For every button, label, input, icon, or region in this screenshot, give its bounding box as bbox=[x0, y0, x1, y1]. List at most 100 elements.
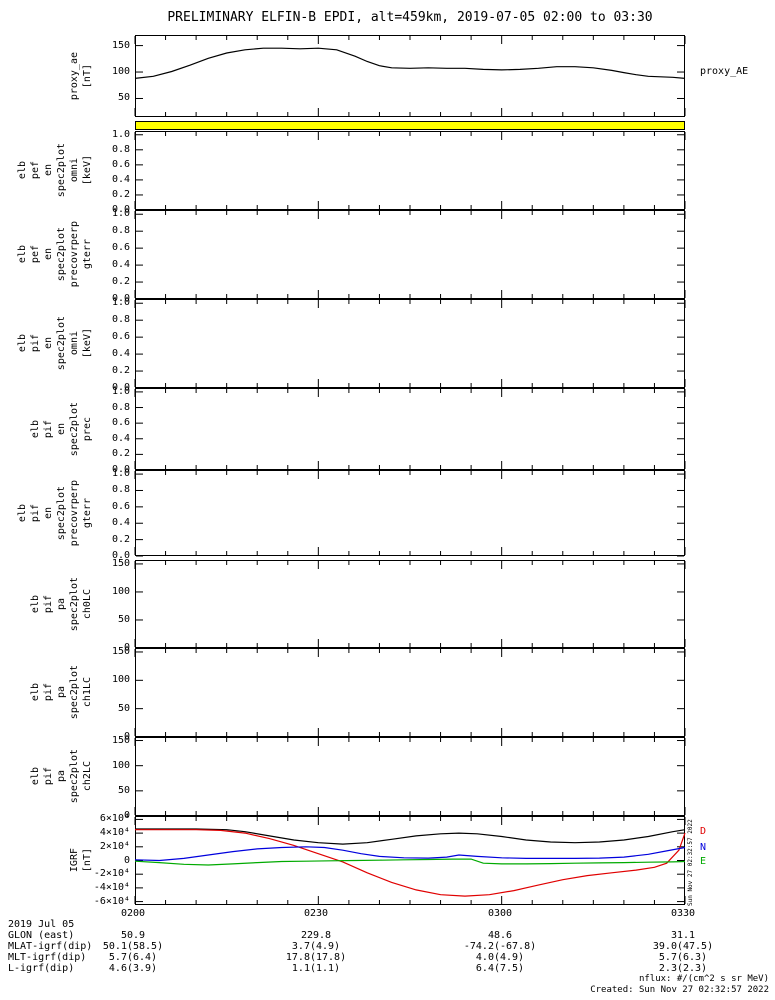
igrf-series-label-d: D bbox=[700, 826, 707, 837]
y-axis-title-line: spec2plot bbox=[69, 401, 80, 457]
created-timestamp: Created: Sun Nov 27 02:32:57 2022 bbox=[590, 985, 769, 995]
y-tick-label: 0.4 bbox=[111, 432, 130, 444]
y-axis-title-line: en bbox=[43, 506, 54, 520]
y-axis-title-line: en bbox=[43, 248, 54, 261]
y-axis-title-line: elb bbox=[17, 334, 28, 353]
y-axis-title-line: pif bbox=[43, 767, 54, 786]
panel-elb-pif-pa-spec2plot-ch2lc: 150 100 50 0 elb pif pa spec2plot ch2LC bbox=[30, 735, 686, 821]
proxy-ae-plot bbox=[134, 35, 686, 117]
y-tick-label: 0 bbox=[123, 810, 130, 821]
y-tick-label: 150 bbox=[111, 645, 130, 657]
y-tick-label: 0.6 bbox=[111, 417, 130, 429]
footer-value-glon-3: 48.6 bbox=[487, 930, 513, 941]
y-axis-title: elb pef en spec2plot precovrperp gterr bbox=[17, 210, 93, 299]
y-tick-label: 0.6 bbox=[111, 500, 130, 512]
y-tick-label: 0 bbox=[123, 642, 130, 653]
y-tick-label: 0.2 bbox=[111, 365, 130, 377]
y-tick-label: 0.2 bbox=[111, 188, 130, 200]
elb-pif-en-spec2plot-omni-plot bbox=[134, 299, 686, 389]
series-proxy_AE bbox=[134, 47, 686, 79]
series-B bbox=[135, 828, 686, 845]
y-axis-title-line: pif bbox=[43, 683, 54, 702]
panel-elb-pef-en-spec2plot-omni: 1.0 0.8 0.6 0.4 0.2 0.0 elb pef en spec2plot omni[… bbox=[17, 129, 686, 215]
footer-value-glon-1: 50.9 bbox=[120, 930, 146, 941]
panel-elb-pif-pa-spec2plot-ch0lc: 150 100 50 0 elb pif pa spec2plot ch0LC bbox=[30, 558, 686, 653]
y-tick-label: 150 bbox=[111, 39, 130, 51]
y-tick-label: 150 bbox=[111, 734, 130, 746]
y-axis-title-line: elb bbox=[17, 245, 28, 264]
y-tick-label: 100 bbox=[111, 585, 130, 597]
y-axis-title-line: IGRF bbox=[69, 848, 80, 873]
y-tick-label: 0.8 bbox=[111, 314, 130, 326]
footer-row-label-glon: GLON (east) bbox=[8, 930, 75, 941]
series-E bbox=[134, 858, 686, 866]
y-tick-label: 150 bbox=[111, 557, 130, 569]
igrf-plot bbox=[134, 816, 686, 905]
y-axis-title-line: [keV] bbox=[82, 328, 93, 359]
y-axis-title-line: proxy_ae bbox=[69, 51, 80, 101]
y-axis-title-line: en bbox=[43, 337, 54, 350]
footer-value-mlt-3: 4.0(4.9) bbox=[475, 952, 525, 963]
y-tick-label: 0.8 bbox=[111, 484, 130, 496]
footer-row-label-mlat: MLAT-igrf(dip) bbox=[8, 941, 93, 952]
y-tick-label: 100 bbox=[111, 674, 130, 686]
footer-value-glon-2: 229.8 bbox=[300, 930, 332, 941]
y-axis-title-line: elb bbox=[30, 767, 41, 786]
y-axis-title-line: [nT] bbox=[82, 848, 93, 873]
series-D bbox=[135, 829, 686, 897]
footer-value-l-2: 1.1(1.1) bbox=[291, 963, 341, 974]
y-axis-title-line: elb bbox=[30, 594, 41, 614]
y-axis-title-line: elb bbox=[30, 419, 41, 439]
elb-pef-en-spec2plot-omni-plot bbox=[134, 131, 686, 211]
y-tick-label: -6×10⁴ bbox=[93, 895, 130, 907]
y-axis-title-line: ch1LC bbox=[82, 677, 93, 708]
y-axis-title: elb pif en spec2plot precovrperp gterr bbox=[17, 470, 93, 556]
y-tick-label: 50 bbox=[117, 784, 130, 796]
y-tick-label: 1.0 bbox=[111, 385, 130, 397]
y-tick-label: 6×10⁴ bbox=[99, 813, 130, 825]
y-tick-label: 50 bbox=[117, 92, 130, 104]
y-tick-label: 1.0 bbox=[111, 297, 130, 309]
y-tick-label: -4×10⁴ bbox=[93, 881, 130, 893]
y-axis-title-line: pif bbox=[43, 594, 54, 614]
y-tick-label: 0.4 bbox=[111, 259, 130, 271]
y-tick-label: 0.6 bbox=[111, 158, 130, 170]
y-axis-title-line: spec2plot bbox=[56, 227, 67, 282]
panel-frame bbox=[135, 470, 685, 556]
y-axis-title-line: pif bbox=[30, 503, 41, 523]
y-tick-label: 0 bbox=[123, 731, 130, 742]
x-tick-label-0200: 0200 bbox=[120, 908, 146, 919]
panel-frame bbox=[135, 388, 685, 470]
x-tick-label-0300: 0300 bbox=[487, 908, 513, 919]
y-tick-label: 0.8 bbox=[111, 225, 130, 237]
y-tick-label: 0.4 bbox=[111, 348, 130, 360]
panel-igrf: 6×10⁴ 4×10⁴ 2×10⁴ 0 -2×10⁴ -4×10⁴ -6×10⁴ IGRF [n… bbox=[69, 813, 686, 907]
panel-elb-pif-pa-spec2plot-ch1lc: 150 100 50 0 elb pif pa spec2plot ch1LC bbox=[30, 646, 686, 742]
y-axis-title-line: pef bbox=[30, 161, 41, 180]
elb-pif-pa-spec2plot-ch0LC-plot bbox=[134, 560, 686, 649]
elb-pif-en-spec2plot-prec-plot bbox=[134, 388, 686, 471]
proxy-ae-series-label: proxy_AE bbox=[700, 66, 749, 77]
y-tick-label: 0.0 bbox=[111, 293, 130, 304]
y-tick-label: 100 bbox=[111, 759, 130, 771]
footer-value-l-4: 2.3(2.3) bbox=[658, 963, 708, 974]
y-axis-title-line: pef bbox=[30, 245, 41, 264]
y-axis-title-line: gterr bbox=[82, 239, 93, 270]
panel-frame bbox=[135, 131, 685, 210]
y-axis-title-line: pa bbox=[56, 686, 67, 699]
panel-mode-bar bbox=[135, 121, 685, 130]
y-axis-title-line: spec2plot bbox=[69, 665, 80, 720]
footer-value-mlat-2: 3.7(4.9) bbox=[291, 941, 341, 952]
y-axis-title-line: precovrperp bbox=[69, 479, 80, 547]
y-tick-label: 4×10⁴ bbox=[99, 827, 130, 839]
y-axis-title-line: spec2plot bbox=[56, 143, 67, 198]
footer-value-l-1: 4.6(3.9) bbox=[108, 963, 158, 974]
y-axis-title-line: spec2plot bbox=[69, 576, 80, 632]
elb-pif-pa-spec2plot-ch1LC-plot bbox=[134, 648, 686, 738]
y-axis-title-line: ch0LC bbox=[82, 588, 93, 620]
y-axis-title-line: prec bbox=[82, 416, 93, 442]
y-axis-title-line: spec2plot bbox=[69, 749, 80, 804]
x-tick-label-0230: 0230 bbox=[303, 908, 329, 919]
y-tick-label: 0.8 bbox=[111, 401, 130, 413]
footer-value-glon-4: 31.1 bbox=[670, 930, 696, 941]
